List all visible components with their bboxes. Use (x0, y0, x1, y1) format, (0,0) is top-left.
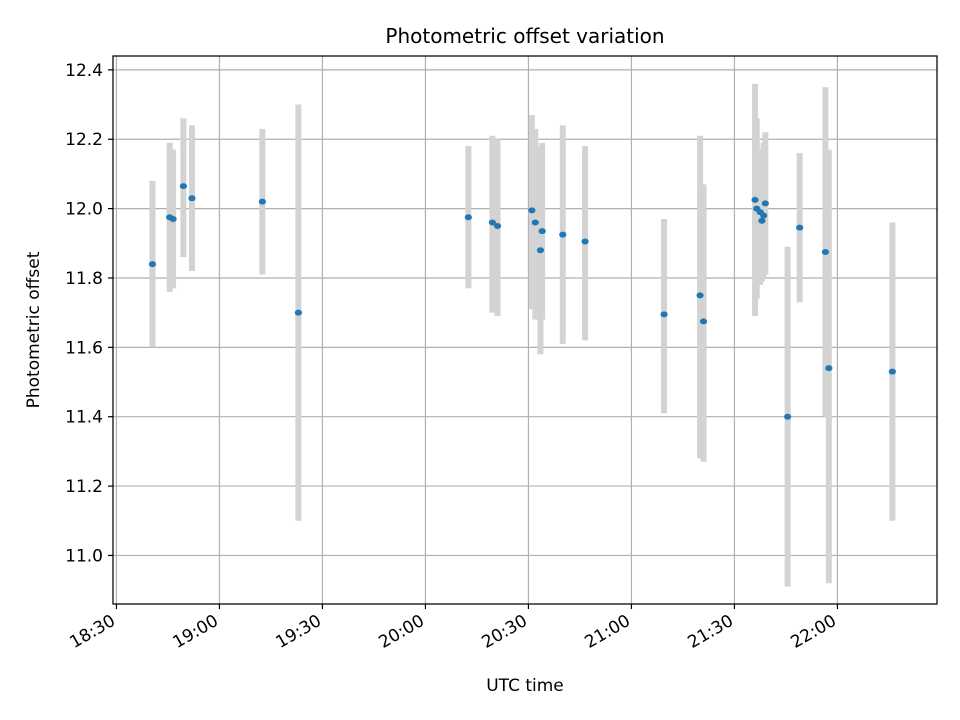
data-point (528, 207, 536, 214)
y-axis-label: Photometric offset (24, 251, 44, 408)
data-point (536, 247, 545, 254)
data-point (493, 222, 502, 229)
data-point (784, 413, 792, 420)
data-point (559, 231, 567, 238)
data-point (148, 261, 157, 268)
data-point (761, 200, 769, 207)
y-tick-label: 11.4 (65, 408, 103, 428)
data-point (796, 224, 804, 231)
x-axis-label: UTC time (486, 676, 564, 696)
data-point (758, 217, 766, 224)
y-tick-label: 12.2 (65, 130, 103, 150)
data-point (581, 238, 589, 245)
data-point (888, 368, 896, 375)
data-point (258, 198, 266, 205)
data-points (148, 183, 896, 420)
y-tick-label: 11.0 (65, 546, 103, 566)
data-point (464, 214, 472, 221)
y-tick-label: 11.8 (65, 269, 103, 289)
data-point (538, 228, 546, 235)
data-point (696, 292, 704, 299)
chart-title: Photometric offset variation (385, 24, 664, 48)
data-point (188, 195, 196, 202)
y-tick-label: 12.0 (65, 200, 103, 220)
data-point (760, 212, 768, 219)
data-point (169, 216, 177, 223)
data-point (825, 365, 833, 372)
plot-area-frame (112, 55, 938, 605)
y-axis-ticks: 11.0 11.2 11.4 11.6 11.8 12.0 12.2 12.4 (65, 61, 113, 566)
data-point (488, 219, 496, 226)
data-point (821, 248, 830, 255)
y-tick-label: 12.4 (65, 61, 103, 81)
data-point (751, 196, 759, 203)
y-tick-label: 11.2 (65, 477, 103, 497)
data-point (699, 318, 708, 325)
data-point (531, 219, 539, 226)
data-point (294, 309, 302, 316)
y-tick-label: 11.6 (65, 338, 103, 358)
data-point (179, 183, 187, 190)
data-point (660, 311, 668, 318)
